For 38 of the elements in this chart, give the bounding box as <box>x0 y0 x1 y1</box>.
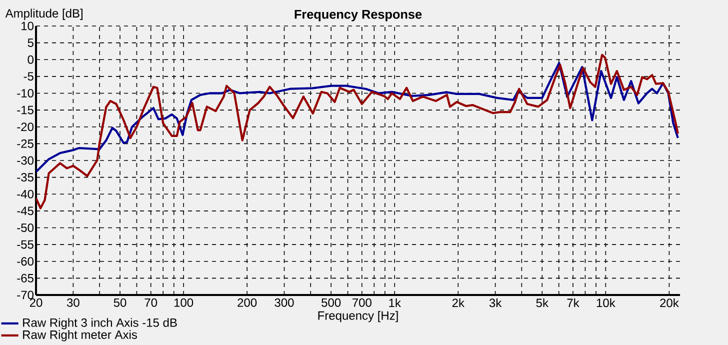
y-tick-label: 0 <box>28 55 34 64</box>
legend-label: Raw Right meter Axis <box>23 330 137 342</box>
y-tick-label: -15 <box>17 106 34 114</box>
x-tick-label: 500 <box>322 298 341 307</box>
x-tick-label: 20 <box>30 298 42 307</box>
y-tick-label: -50 <box>17 223 34 232</box>
y-axis-title: Amplitude [dB] <box>5 8 82 20</box>
chart-title: Frequency Response <box>294 10 422 22</box>
x-tick-label: 200 <box>238 298 257 307</box>
x-tick-label: 70 <box>144 298 158 307</box>
x-tick-label: 3k <box>489 298 502 308</box>
x-tick-label: 10k <box>596 298 616 308</box>
y-tick-label: -40 <box>17 190 34 198</box>
y-tick-label: -30 <box>17 156 34 165</box>
x-tick-label: 20k <box>660 298 679 308</box>
y-tick-label: 5 <box>28 38 34 48</box>
y-tick-label: -5 <box>24 72 34 81</box>
y-tick-label: 10 <box>22 22 34 30</box>
y-tick-label: -55 <box>17 240 34 249</box>
x-tick-label: 700 <box>352 298 372 307</box>
y-tick-label: -60 <box>17 257 34 266</box>
y-tick-label: -25 <box>17 139 34 148</box>
x-tick-label: 7k <box>567 298 580 308</box>
x-tick-label: 2k <box>452 298 464 308</box>
x-tick-label: 300 <box>274 298 294 307</box>
y-tick-label: -20 <box>17 122 34 132</box>
x-tick-label: 50 <box>114 298 126 307</box>
y-tick-label: -35 <box>17 173 34 182</box>
x-tick-label: 1k <box>389 298 401 308</box>
y-tick-label: -65 <box>17 274 34 282</box>
y-tick-label: -10 <box>17 88 34 98</box>
x-axis-title: Frequency [Hz] <box>318 310 398 322</box>
legend-label: Raw Right 3 inch Axis -15 dB <box>23 318 177 330</box>
x-tick-label: 5k <box>536 298 548 308</box>
y-tick-label: -70 <box>17 290 34 300</box>
x-tick-label: 100 <box>174 298 194 307</box>
y-tick-label: -45 <box>17 206 34 216</box>
x-tick-label: 30 <box>66 298 80 307</box>
